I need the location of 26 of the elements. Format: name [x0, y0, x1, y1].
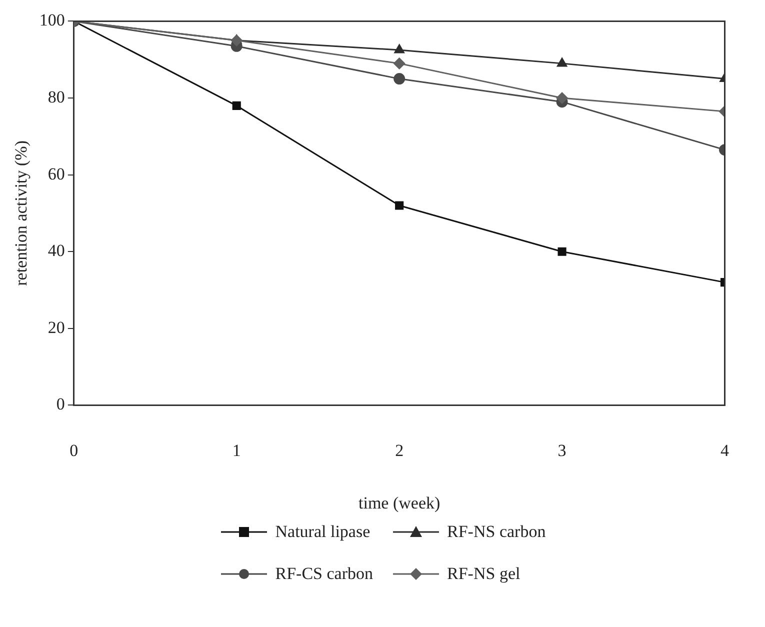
point	[232, 101, 241, 110]
x-axis-title: time (week)	[358, 493, 440, 512]
y-axis-title: retention activity (%)	[12, 140, 31, 286]
y-tick-label: 0	[56, 394, 65, 414]
point	[395, 201, 404, 210]
point	[230, 34, 242, 46]
x-tick-label: 0	[70, 440, 78, 460]
legend-label: Natural lipase	[275, 522, 370, 542]
x-tick-label: 3	[558, 440, 566, 460]
point	[556, 58, 568, 67]
point	[556, 92, 568, 104]
point	[558, 247, 566, 256]
y-tick-label: 100	[39, 10, 65, 30]
point	[394, 58, 406, 70]
x-tick-label: 4	[720, 440, 730, 460]
y-tick-label: 40	[48, 241, 65, 260]
legend-label: RF-CS carbon	[275, 564, 374, 584]
y-tick-label: 60	[48, 164, 65, 184]
y-tick-label: 20	[48, 318, 65, 337]
x-tick-label: 2	[395, 440, 404, 460]
legend-label: RF-NS carbon	[447, 522, 546, 542]
legend-label: RF-NS gel	[447, 564, 520, 584]
x-tick-label: 1	[232, 440, 241, 460]
point	[394, 73, 406, 85]
y-tick-label: 80	[48, 87, 65, 106]
point	[394, 44, 404, 54]
